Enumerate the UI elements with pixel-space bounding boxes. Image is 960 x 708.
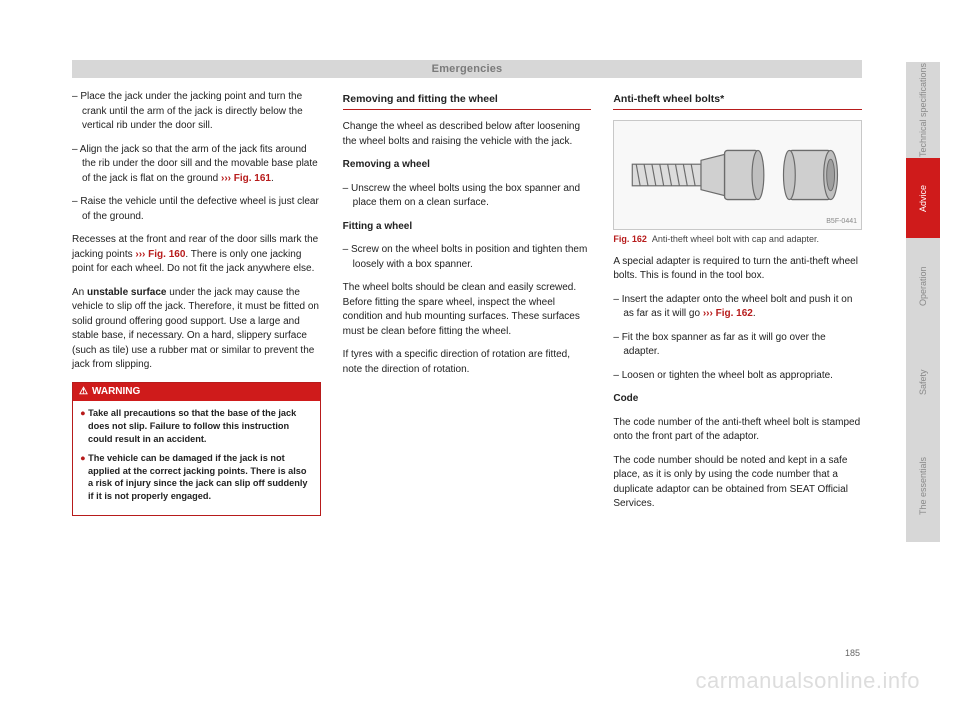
- manual-page: Emergencies Place the jack under the jac…: [72, 60, 862, 660]
- c3-sub-code: Code: [613, 392, 862, 407]
- tab-advice[interactable]: Advice: [906, 158, 940, 238]
- figure-number: Fig. 162: [613, 234, 647, 244]
- c3-para-1: A special adapter is required to turn th…: [613, 255, 862, 284]
- c2-para-3: If tyres with a specific direction of ro…: [343, 348, 592, 377]
- figure-162-image: B5F-0441: [613, 120, 862, 230]
- c1-b2-text: Align the jack so that the arm of the ja…: [80, 144, 318, 184]
- c3-para-3: The code number should be noted and kept…: [613, 454, 862, 512]
- warning-title: WARNING: [92, 386, 140, 397]
- c1-p2-post: under the jack may cause the vehicle to …: [72, 287, 319, 371]
- side-tabs: Technical specifications Advice Operatio…: [906, 62, 940, 542]
- c3-para-2: The code number of the anti-theft wheel …: [613, 416, 862, 445]
- c1-p2-bold: unstable surface: [87, 287, 166, 298]
- fig-ref-162: ››› Fig. 162: [703, 308, 753, 319]
- column-1: Place the jack under the jacking point a…: [72, 90, 321, 521]
- fig-ref-160: ››› Fig. 160: [135, 249, 185, 260]
- c1-bullet-3: Raise the vehicle until the defective wh…: [72, 195, 321, 224]
- c1-bullet-1: Place the jack under the jacking point a…: [72, 90, 321, 134]
- section-removing-fitting: Removing and fitting the wheel: [343, 92, 592, 110]
- warning-icon: ⚠: [79, 385, 88, 400]
- warning-body: Take all precautions so that the base of…: [73, 401, 320, 515]
- figure-caption-text: Anti-theft wheel bolt with cap and adapt…: [652, 234, 819, 244]
- c3-bullet-2: Fit the box spanner as far as it will go…: [613, 331, 862, 360]
- figure-caption: Fig. 162 Anti-theft wheel bolt with cap …: [613, 234, 862, 246]
- c1-para-1: Recesses at the front and rear of the do…: [72, 233, 321, 277]
- tab-essentials[interactable]: The essentials: [906, 430, 940, 542]
- c2-sub-fitting: Fitting a wheel: [343, 220, 592, 235]
- c3-b1-post: .: [753, 308, 756, 319]
- c2-sub-removing: Removing a wheel: [343, 158, 592, 173]
- c2-para-2: The wheel bolts should be clean and easi…: [343, 281, 592, 339]
- bolt-illustration: [614, 121, 861, 229]
- c1-bullet-2: Align the jack so that the arm of the ja…: [72, 143, 321, 187]
- tab-operation[interactable]: Operation: [906, 238, 940, 334]
- fig-ref-161: ››› Fig. 161: [221, 173, 271, 184]
- c3-bullet-1: Insert the adapter onto the wheel bolt a…: [613, 293, 862, 322]
- c2-para-1: Change the wheel as described below afte…: [343, 120, 592, 149]
- c1-b2-post: .: [271, 173, 274, 184]
- c3-bullet-3: Loosen or tighten the wheel bolt as appr…: [613, 369, 862, 384]
- page-header: Emergencies: [72, 60, 862, 78]
- figure-code: B5F-0441: [826, 217, 857, 227]
- column-2: Removing and fitting the wheel Change th…: [343, 90, 592, 521]
- c2-bullet-1: Unscrew the wheel bolts using the box sp…: [343, 182, 592, 211]
- warning-header: ⚠ WARNING: [73, 383, 320, 402]
- c1-para-2: An unstable surface under the jack may c…: [72, 286, 321, 373]
- page-number: 185: [845, 648, 860, 658]
- warning-box: ⚠ WARNING Take all precautions so that th…: [72, 382, 321, 517]
- watermark: carmanualsonline.info: [695, 668, 920, 694]
- tab-tech-specs[interactable]: Technical specifications: [906, 62, 940, 158]
- c2-bullet-2: Screw on the wheel bolts in position and…: [343, 243, 592, 272]
- c1-p2-pre: An: [72, 287, 87, 298]
- content-columns: Place the jack under the jacking point a…: [72, 90, 862, 521]
- tab-safety[interactable]: Safety: [906, 334, 940, 430]
- column-3: Anti-theft wheel bolts*: [613, 90, 862, 521]
- warning-item-1: Take all precautions so that the base of…: [80, 407, 313, 446]
- section-anti-theft: Anti-theft wheel bolts*: [613, 92, 862, 110]
- warning-item-2: The vehicle can be damaged if the jack i…: [80, 452, 313, 504]
